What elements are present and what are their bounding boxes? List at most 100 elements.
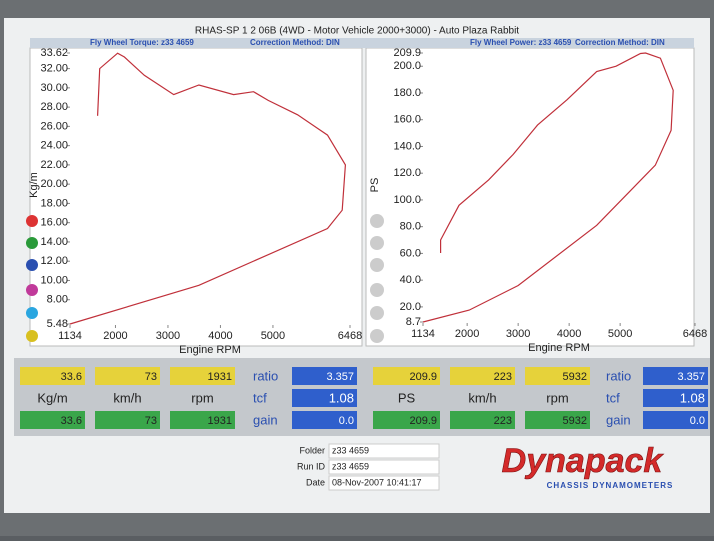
dot	[370, 329, 384, 343]
readout-cell	[20, 411, 85, 429]
y-tick-label: 8.7	[406, 316, 421, 328]
readout-text: PS	[398, 390, 416, 405]
x-axis-label: Engine RPM	[179, 344, 241, 356]
readout-text: km/h	[468, 390, 496, 405]
readout-text: rpm	[546, 390, 568, 405]
readout-cell	[292, 389, 357, 407]
dot	[370, 236, 384, 250]
readout-cell	[643, 389, 708, 407]
dot	[370, 306, 384, 320]
readout-text: 1.08	[329, 390, 354, 405]
y-tick-label: 14.00	[40, 236, 68, 248]
readout-text: 209.9	[409, 415, 437, 427]
dot	[370, 214, 384, 228]
color-dots	[26, 214, 384, 343]
readout-text: 209.9	[409, 371, 437, 383]
x-tick-label: 6468	[338, 330, 362, 342]
readout-text: 33.6	[61, 415, 82, 427]
y-axis-label: Kg/m	[28, 172, 40, 198]
x-tick-label: 1134	[411, 328, 435, 340]
chart-subtitle: Correction Method: DIN	[575, 38, 665, 47]
readout-cell	[20, 367, 85, 385]
readout-text: gain	[253, 412, 278, 427]
readout-text: 5932	[563, 371, 587, 383]
field-label: Run ID	[297, 461, 326, 471]
x-tick-label: 4000	[557, 328, 581, 340]
readout-text: 0.0	[339, 415, 354, 427]
y-tick-label: 5.48	[47, 318, 68, 330]
readout-text: 73	[145, 371, 157, 383]
readout-text: 1.08	[680, 390, 705, 405]
y-tick-label: 28.00	[40, 101, 68, 113]
y-axis-label: PS	[369, 178, 381, 193]
x-tick-label: 5000	[608, 328, 632, 340]
y-tick-label: 26.00	[40, 120, 68, 132]
y-tick-label: 12.00	[40, 255, 68, 267]
field-box	[328, 475, 440, 491]
x-tick-label: 5000	[261, 330, 285, 342]
x-tick-label: 3000	[506, 328, 530, 340]
dot	[26, 284, 38, 296]
header-title: RHAS-SP 1 2 06B (4WD - Motor Vehicle 200…	[195, 26, 519, 37]
readout-text: gain	[606, 412, 631, 427]
x-tick-label: 6468	[683, 328, 707, 340]
series-line	[69, 52, 347, 325]
field-value: z33 4659	[332, 461, 369, 471]
x-tick-label: 2000	[455, 328, 479, 340]
readout-text: tcf	[606, 390, 620, 405]
y-tick-label: 120.0	[393, 167, 421, 179]
chart-title: Fly Wheel Torque: z33 4659	[90, 38, 194, 47]
field-box	[328, 443, 440, 459]
y-tick-label: 20.0	[400, 301, 421, 313]
y-tick-label: 209.9	[393, 47, 421, 59]
y-tick-label: 30.00	[40, 82, 68, 94]
dot	[370, 283, 384, 297]
dot	[26, 307, 38, 319]
chart-title: Fly Wheel Power: z33 4659	[470, 38, 572, 47]
readout-cell	[450, 367, 515, 385]
readout-text: 1931	[208, 371, 232, 383]
readout-text: ratio	[253, 368, 278, 383]
y-tick-label: 40.0	[400, 274, 421, 286]
chart-subtitle: Correction Method: DIN	[250, 38, 340, 47]
y-tick-label: 18.00	[40, 197, 68, 209]
y-tick-label: 22.00	[40, 159, 68, 171]
readout-text: 73	[145, 415, 157, 427]
y-tick-label: 100.0	[393, 194, 421, 206]
readout-text: 223	[494, 371, 512, 383]
readout-cell	[95, 367, 160, 385]
readout-text: rpm	[191, 390, 213, 405]
chart-frame	[365, 47, 695, 347]
series-line	[422, 52, 674, 323]
readout-text: 3.357	[326, 371, 354, 383]
readout-text: 5932	[563, 415, 587, 427]
y-tick-label: 33.62	[40, 47, 68, 59]
y-tick-label: 80.0	[400, 221, 421, 233]
readout-text: 1931	[208, 415, 232, 427]
readout-cell	[643, 411, 708, 429]
field-box	[328, 459, 440, 475]
readout-cell	[95, 411, 160, 429]
field-value: 08-Nov-2007 10:41:17	[332, 477, 422, 487]
field-label: Date	[306, 477, 325, 487]
readout-cell	[373, 411, 440, 429]
readout-cell	[292, 411, 357, 429]
readout-cell	[373, 367, 440, 385]
y-tick-label: 20.00	[40, 178, 68, 190]
y-tick-label: 24.00	[40, 140, 68, 152]
y-tick-label: 8.00	[47, 294, 68, 306]
y-tick-label: 32.00	[40, 63, 68, 75]
chart-frame	[29, 47, 363, 347]
readout-cell	[643, 367, 708, 385]
readout-text: tcf	[253, 390, 267, 405]
y-tick-label: 60.0	[400, 247, 421, 259]
readout-cell	[292, 367, 357, 385]
logo: Dynapack	[502, 442, 665, 480]
logo-tagline: CHASSIS DYNAMOMETERS	[547, 481, 674, 490]
field-value: z33 4659	[332, 445, 369, 455]
y-tick-label: 10.00	[40, 274, 68, 286]
x-axis-label: Engine RPM	[528, 342, 590, 354]
y-tick-label: 160.0	[393, 114, 421, 126]
x-tick-label: 2000	[103, 330, 127, 342]
